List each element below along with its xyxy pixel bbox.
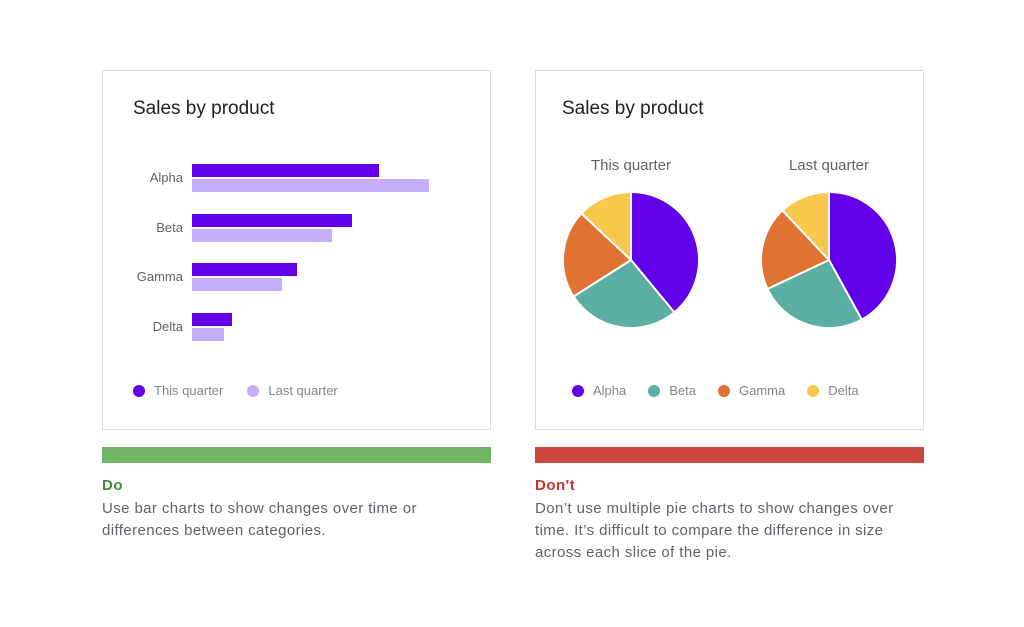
bar-category-label: Beta [156, 219, 183, 235]
pie-slice-beta-last-quarter [766, 258, 864, 329]
bar-legend: This quarter Last quarter [133, 383, 362, 398]
pie-plots [562, 190, 898, 329]
legend-item: Last quarter [247, 383, 338, 398]
legend-label: Last quarter [268, 383, 338, 398]
legend-item: Delta [807, 383, 859, 398]
legend-item: This quarter [133, 383, 223, 398]
bar-category-label: Delta [152, 318, 183, 334]
legend-item: Gamma [718, 383, 785, 398]
bar-beta-this-quarter [192, 213, 352, 227]
pie-title-this-quarter: This quarter [590, 157, 672, 174]
pie-title-last-quarter: Last quarter [788, 157, 870, 174]
pie-slice-alpha-last-quarter [828, 190, 898, 321]
pie-slice-gamma-this-quarter [562, 212, 633, 298]
legend-label: This quarter [154, 383, 224, 398]
legend-dot [133, 384, 145, 397]
legend-dot [247, 384, 260, 397]
pie-slice-beta-this-quarter [572, 258, 676, 329]
pie-legend: Alpha Beta Gamma Delta [572, 383, 881, 398]
legend-label: Beta [669, 383, 696, 398]
pie-slice-delta-this-quarter [580, 190, 632, 263]
bar-gamma-last-quarter [192, 278, 282, 291]
bar-gamma-this-quarter [192, 263, 297, 276]
legend-item: Alpha [572, 383, 626, 398]
pie-slice-gamma-last-quarter [760, 209, 831, 291]
legend-label: Gamma [739, 383, 786, 398]
legend-item: Beta [648, 383, 696, 398]
pie-chart-card: Sales by product This quarter Last quart… [535, 70, 924, 430]
legend-dot [807, 384, 820, 397]
pie-slice-delta-last-quarter [781, 190, 830, 263]
legend-dot [648, 384, 661, 397]
do-label: Do [102, 477, 123, 494]
legend-dot [572, 384, 584, 397]
dont-bar [535, 447, 924, 463]
bar-category-label: Gamma [136, 269, 183, 284]
legend-label: Alpha [593, 383, 627, 398]
do-bar [102, 447, 491, 463]
pie-slice-alpha-this-quarter [630, 190, 700, 314]
bar-beta-last-quarter [192, 228, 332, 242]
bar-alpha-this-quarter [192, 164, 380, 177]
dont-label: Don't [535, 477, 576, 494]
bar-delta-last-quarter [192, 327, 225, 341]
pie-chart-title: Sales by product [562, 98, 704, 119]
legend-dot [718, 384, 730, 397]
bar-alpha-last-quarter [192, 179, 429, 192]
bar-delta-this-quarter [192, 312, 232, 326]
legend-label: Delta [828, 383, 859, 398]
bar-category-label: Alpha [149, 170, 183, 185]
bar-chart-title: Sales by product [133, 98, 275, 119]
do-description: Use bar charts to show changes over time… [102, 500, 417, 539]
bar-chart-card: Sales by product Alpha Beta Gamma Delta Thi… [102, 70, 491, 430]
dont-description: Don’t use multiple pie charts to show ch… [535, 500, 894, 561]
